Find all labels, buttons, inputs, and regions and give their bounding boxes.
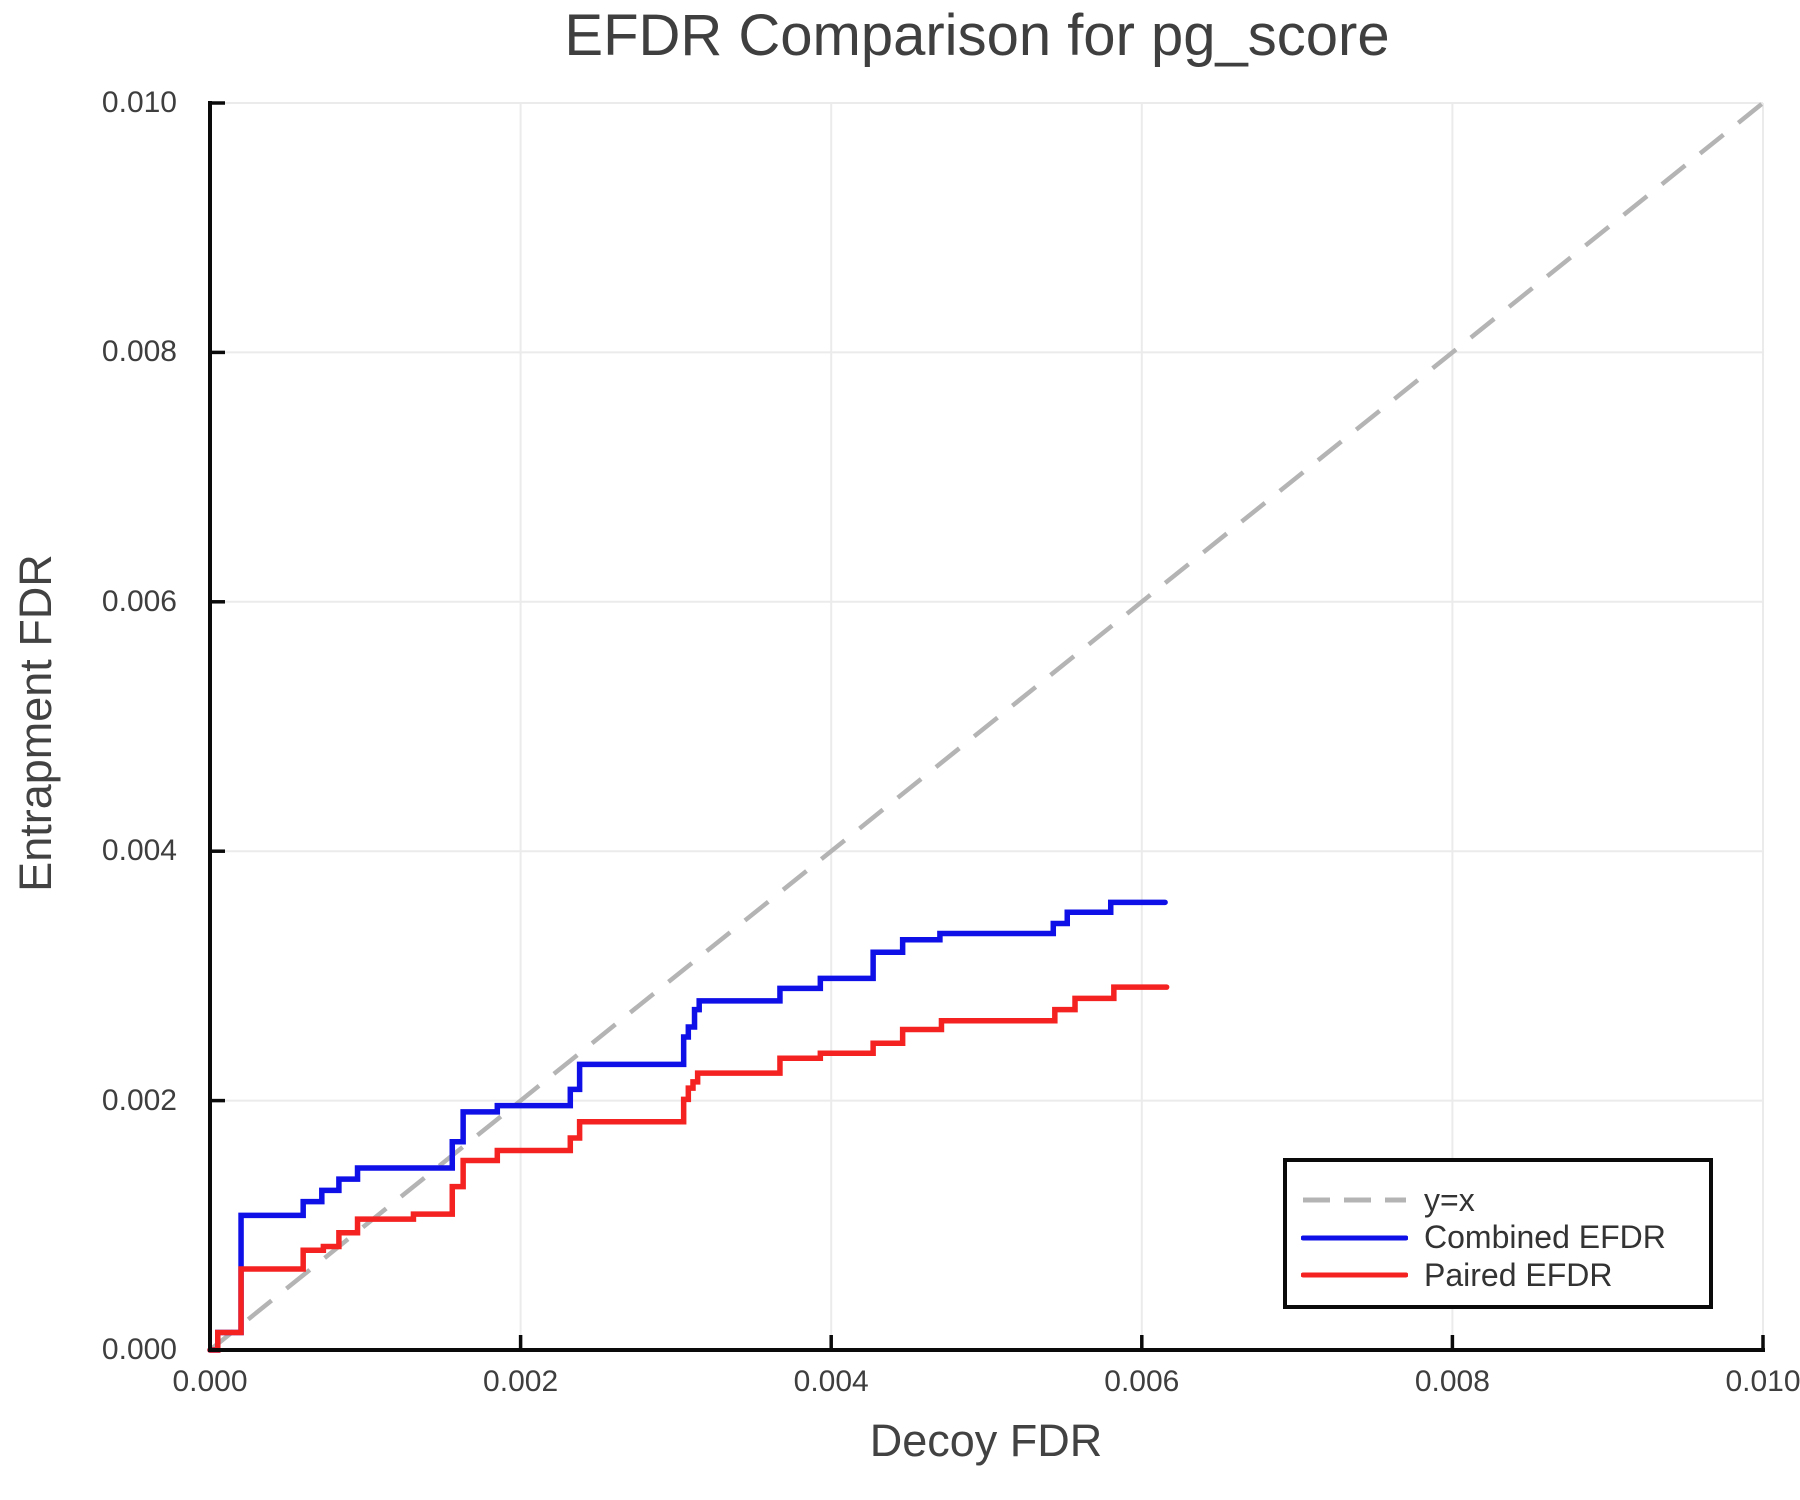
gridlines bbox=[210, 102, 1764, 1350]
series-y-x bbox=[208, 101, 1765, 1352]
y-tick-label: 0.000 bbox=[101, 1333, 177, 1366]
series-combined-efdr bbox=[207, 899, 1168, 1353]
x-tick-label: 0.008 bbox=[1414, 1365, 1490, 1398]
x-tick-label: 0.002 bbox=[483, 1365, 559, 1398]
legend-label: y=x bbox=[1424, 1181, 1475, 1218]
series-paired-efdr bbox=[207, 984, 1170, 1353]
y-tick-label: 0.006 bbox=[101, 584, 177, 618]
legend-item-y-x: y=x bbox=[1301, 1181, 1475, 1219]
chart-title: EFDR Comparison for pg_score bbox=[564, 3, 1390, 68]
y-tick-label: 0.008 bbox=[101, 335, 177, 369]
x-axis-label: Decoy FDR bbox=[869, 1415, 1103, 1466]
data-series bbox=[207, 101, 1765, 1353]
legend-item-combined-efdr: Combined EFDR bbox=[1301, 1219, 1666, 1257]
legend-line-sample bbox=[1301, 1235, 1408, 1240]
x-tick-label: 0.004 bbox=[793, 1365, 869, 1398]
axes-spines bbox=[208, 101, 1765, 1352]
x-tick-label: 0.006 bbox=[1104, 1365, 1180, 1398]
y-tick-label: 0.010 bbox=[101, 86, 177, 119]
legend: y=x Combined EFDR Paired EFDR bbox=[1283, 1158, 1713, 1309]
legend-line-sample bbox=[1301, 1272, 1408, 1278]
legend-item-paired-efdr: Paired EFDR bbox=[1301, 1256, 1613, 1294]
legend-label: Paired EFDR bbox=[1424, 1256, 1613, 1293]
x-tick-label: 0.000 bbox=[172, 1365, 248, 1398]
tick-marks bbox=[208, 101, 1765, 1352]
x-tick-label: 0.010 bbox=[1725, 1365, 1800, 1398]
legend-dashed-line-sample bbox=[1303, 1197, 1406, 1203]
y-tick-label: 0.004 bbox=[101, 834, 177, 868]
y-tick-label: 0.002 bbox=[101, 1083, 177, 1117]
legend-label: Combined EFDR bbox=[1424, 1219, 1666, 1255]
